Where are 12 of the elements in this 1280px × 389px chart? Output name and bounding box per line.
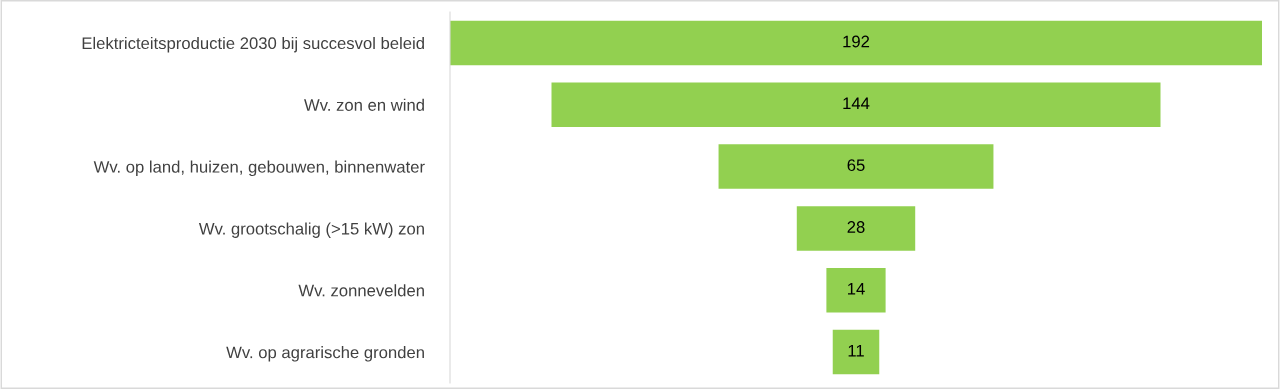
category-label: Wv. grootschalig (>15 kW) zon xyxy=(198,222,424,238)
data-label: 28 xyxy=(847,221,865,233)
data-label: 65 xyxy=(847,159,865,172)
category-label: Wv. zonnevelden xyxy=(298,284,424,297)
category-label: Wv. op land, huizen, gebouwen, binnenwater xyxy=(93,160,425,177)
category-label: Wv. op agrarische gronden xyxy=(226,346,424,362)
category-label: Elektricteitsproductie 2030 bij succesvol beleid xyxy=(82,36,424,53)
data-label: 192 xyxy=(843,35,870,48)
data-label: 14 xyxy=(848,283,865,295)
data-label: 144 xyxy=(843,97,870,110)
data-label: 11 xyxy=(848,344,864,357)
category-label: Wv. zon en wind xyxy=(304,98,424,111)
